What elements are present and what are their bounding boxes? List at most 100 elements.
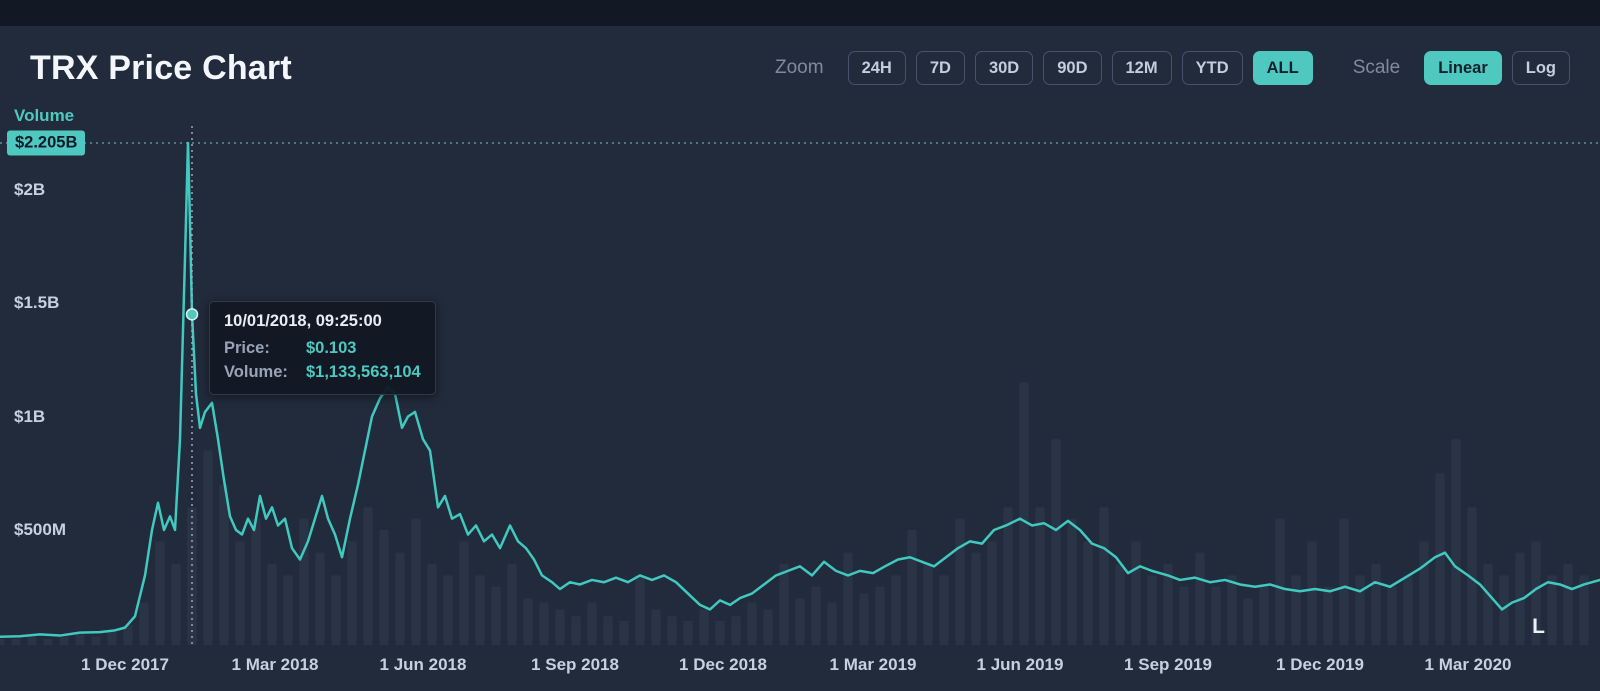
x-axis-tick: 1 Dec 2019 bbox=[1276, 655, 1364, 674]
volume-bar bbox=[1051, 439, 1061, 645]
volume-bar bbox=[251, 518, 261, 645]
volume-bar bbox=[683, 620, 693, 645]
x-axis-tick: 1 Sep 2019 bbox=[1124, 655, 1212, 674]
volume-bar bbox=[1531, 541, 1541, 645]
volume-bar bbox=[1083, 541, 1093, 645]
x-axis-tick: 1 Jun 2019 bbox=[976, 655, 1064, 674]
zoom-button-group: 24H 7D 30D 90D 12M YTD ALL bbox=[847, 50, 1313, 86]
volume-bar bbox=[379, 530, 389, 645]
volume-bar bbox=[1163, 564, 1173, 645]
volume-bar bbox=[1467, 507, 1477, 645]
volume-line bbox=[0, 141, 1600, 638]
volume-bar bbox=[267, 564, 277, 645]
volume-bar bbox=[203, 450, 213, 645]
volume-bar bbox=[1403, 575, 1413, 645]
x-axis-tick: 1 Dec 2017 bbox=[81, 655, 169, 674]
volume-bar bbox=[1371, 564, 1381, 645]
volume-bar bbox=[955, 518, 965, 645]
volume-bar bbox=[619, 620, 629, 645]
volume-bar bbox=[411, 518, 421, 645]
y-axis-tick: $500M bbox=[14, 520, 66, 539]
zoom-button-30d[interactable]: 30D bbox=[974, 50, 1034, 86]
volume-bar bbox=[571, 616, 581, 645]
volume-bar bbox=[331, 575, 341, 645]
volume-bar bbox=[1275, 518, 1285, 645]
volume-bar bbox=[875, 586, 885, 645]
volume-bar bbox=[299, 518, 309, 645]
zoom-button-ytd[interactable]: YTD bbox=[1181, 50, 1243, 86]
volume-bar bbox=[139, 602, 149, 645]
volume-bar bbox=[11, 638, 21, 645]
volume-bar bbox=[1035, 507, 1045, 645]
volume-bar bbox=[731, 616, 741, 645]
zoom-button-12m[interactable]: 12M bbox=[1111, 50, 1172, 86]
volume-bar bbox=[1131, 541, 1141, 645]
zoom-button-all[interactable]: ALL bbox=[1252, 50, 1313, 86]
volume-bar bbox=[1227, 575, 1237, 645]
volume-bar bbox=[1195, 552, 1205, 645]
volume-bar bbox=[155, 541, 165, 645]
x-axis-tick: 1 Jun 2018 bbox=[379, 655, 467, 674]
volume-bar bbox=[43, 638, 53, 645]
volume-bar bbox=[1019, 382, 1029, 645]
volume-bar bbox=[1355, 575, 1365, 645]
volume-bar bbox=[923, 564, 933, 645]
zoom-button-90d[interactable]: 90D bbox=[1043, 50, 1102, 86]
volume-bar bbox=[1179, 586, 1189, 645]
volume-bar bbox=[123, 625, 133, 645]
scale-label: Scale bbox=[1352, 57, 1401, 78]
volume-bar bbox=[235, 541, 245, 645]
volume-bar bbox=[427, 564, 437, 645]
volume-bar bbox=[1483, 564, 1493, 645]
volume-bar bbox=[1099, 507, 1109, 645]
volume-bar bbox=[507, 564, 517, 645]
tooltip-datetime: 10/01/2018, 09:25:00 bbox=[224, 312, 382, 330]
volume-bar bbox=[1451, 439, 1461, 645]
tooltip-price-row: Price: $0.103 bbox=[224, 339, 421, 358]
volume-bar bbox=[843, 552, 853, 645]
tooltip-volume-row: Volume: $1,133,563,104 bbox=[224, 363, 421, 382]
volume-bar bbox=[779, 564, 789, 645]
volume-bar bbox=[315, 552, 325, 645]
volume-bar bbox=[907, 530, 917, 645]
volume-bar bbox=[1115, 564, 1125, 645]
volume-bar bbox=[747, 602, 757, 645]
zoom-button-24h[interactable]: 24H bbox=[847, 50, 906, 86]
volume-bar bbox=[987, 541, 997, 645]
volume-bar bbox=[1003, 507, 1013, 645]
crosshair-marker-dot bbox=[185, 308, 199, 321]
chart-controls: Zoom 24H 7D 30D 90D 12M YTD ALL Scale Linear Lo… bbox=[775, 50, 1570, 86]
y-axis-tick: $2B bbox=[14, 179, 46, 199]
volume-bar bbox=[715, 620, 725, 645]
volume-bar bbox=[539, 602, 549, 645]
volume-bar bbox=[1259, 586, 1269, 645]
volume-bar bbox=[459, 541, 469, 645]
volume-bar bbox=[635, 575, 645, 645]
volume-bar bbox=[1243, 598, 1253, 645]
page-title: TRX Price Chart bbox=[30, 48, 292, 87]
volume-bar bbox=[363, 507, 373, 645]
y-axis-tick: $1B bbox=[14, 406, 46, 426]
volume-bar bbox=[939, 575, 949, 645]
x-axis-tick: 1 Mar 2018 bbox=[231, 655, 319, 674]
x-axis-tick: 1 Dec 2018 bbox=[679, 655, 767, 674]
volume-bar bbox=[795, 598, 805, 645]
volume-bar bbox=[1323, 586, 1333, 645]
y-axis-series-label: Volume bbox=[14, 106, 75, 125]
volume-bar bbox=[107, 632, 117, 645]
scale-button-log[interactable]: Log bbox=[1511, 50, 1570, 86]
top-bar bbox=[0, 0, 1600, 26]
volume-bar bbox=[603, 616, 613, 645]
volume-bar bbox=[1291, 575, 1301, 645]
x-axis-tick: 1 Mar 2020 bbox=[1424, 655, 1512, 674]
volume-bar bbox=[91, 636, 101, 645]
scale-button-linear[interactable]: Linear bbox=[1424, 50, 1502, 86]
zoom-button-7d[interactable]: 7D bbox=[915, 50, 965, 86]
volume-bar bbox=[1563, 564, 1573, 645]
max-volume-badge: $2.205B bbox=[7, 130, 86, 156]
tooltip-volume-value: $1,133,563,104 bbox=[306, 363, 421, 381]
volume-bar bbox=[827, 602, 837, 645]
volume-bar bbox=[283, 575, 293, 645]
corner-text: L bbox=[1532, 615, 1545, 638]
